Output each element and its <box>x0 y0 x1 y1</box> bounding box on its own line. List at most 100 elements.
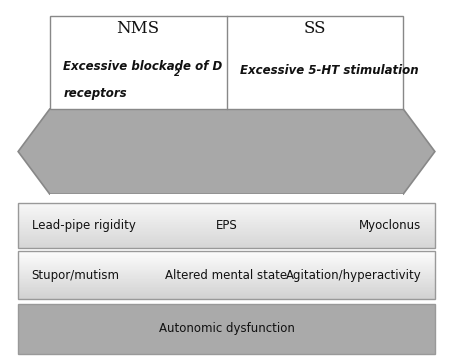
Bar <box>18 277 435 278</box>
Bar <box>18 228 435 229</box>
Bar <box>18 219 435 220</box>
Bar <box>18 291 435 292</box>
Bar <box>18 235 435 236</box>
Bar <box>18 217 435 218</box>
Bar <box>18 278 435 280</box>
Bar <box>18 271 435 272</box>
Text: Autonomic dysfunction: Autonomic dysfunction <box>159 322 294 335</box>
Bar <box>18 212 435 213</box>
Bar <box>18 241 435 242</box>
Bar <box>18 243 435 244</box>
Bar <box>18 268 435 269</box>
Bar <box>18 294 435 295</box>
Bar <box>18 252 435 253</box>
Text: Myoclonus: Myoclonus <box>359 219 421 232</box>
Bar <box>18 276 435 277</box>
Bar <box>18 206 435 207</box>
Bar <box>18 230 435 231</box>
Bar <box>18 298 435 299</box>
Bar <box>18 238 435 239</box>
Bar <box>18 233 435 234</box>
Bar <box>18 209 435 210</box>
Bar <box>18 264 435 265</box>
Text: Excessive 5-HT stimulation: Excessive 5-HT stimulation <box>240 64 419 77</box>
Bar <box>18 211 435 212</box>
Bar <box>18 223 435 224</box>
Bar <box>18 239 435 240</box>
Bar <box>18 292 435 293</box>
Bar <box>18 256 435 257</box>
Bar <box>18 297 435 298</box>
Text: 2: 2 <box>174 69 180 78</box>
Bar <box>18 262 435 263</box>
Polygon shape <box>18 109 435 194</box>
Bar <box>18 215 435 216</box>
Bar <box>18 253 435 254</box>
Bar <box>18 272 435 273</box>
Bar <box>18 266 435 267</box>
Bar <box>18 229 435 230</box>
Bar <box>18 227 435 228</box>
Bar <box>18 213 435 214</box>
Bar <box>18 225 435 226</box>
Bar <box>18 207 435 208</box>
Bar <box>18 281 435 282</box>
Bar <box>18 204 435 205</box>
Bar <box>18 288 435 289</box>
Bar <box>18 247 435 248</box>
Bar <box>18 282 435 284</box>
Bar <box>18 284 435 285</box>
Bar <box>18 280 435 281</box>
Bar <box>18 245 435 246</box>
Bar <box>18 290 435 291</box>
Bar <box>18 257 435 258</box>
Bar <box>18 224 435 225</box>
Bar <box>18 296 435 297</box>
Bar <box>18 222 435 223</box>
Bar <box>18 205 435 206</box>
Bar <box>18 295 435 296</box>
Text: Agitation/hyperactivity: Agitation/hyperactivity <box>285 269 421 282</box>
Bar <box>18 251 435 299</box>
Text: Stupor/mutism: Stupor/mutism <box>32 269 120 282</box>
Text: EPS: EPS <box>216 219 237 232</box>
Bar <box>18 261 435 262</box>
Bar <box>50 16 403 109</box>
Text: Altered mental state: Altered mental state <box>165 269 288 282</box>
Bar <box>18 237 435 238</box>
Bar <box>18 220 435 221</box>
Bar <box>18 242 435 243</box>
Bar <box>18 246 435 247</box>
Bar <box>18 273 435 274</box>
Bar <box>18 304 435 354</box>
Bar <box>18 289 435 290</box>
Bar <box>18 287 435 288</box>
Bar <box>18 210 435 211</box>
Bar <box>18 269 435 270</box>
Text: receptors: receptors <box>63 87 127 100</box>
Bar <box>18 259 435 260</box>
Text: NMS: NMS <box>116 20 160 37</box>
Bar <box>18 240 435 241</box>
Bar <box>18 226 435 227</box>
Bar <box>18 236 435 237</box>
Bar <box>18 260 435 261</box>
Bar <box>18 265 435 266</box>
Bar <box>18 231 435 232</box>
Bar <box>18 203 435 204</box>
Bar <box>18 285 435 286</box>
Text: Lead-pipe rigidity: Lead-pipe rigidity <box>32 219 135 232</box>
Bar <box>18 274 435 275</box>
Bar <box>18 263 435 264</box>
Bar <box>18 251 435 252</box>
Bar <box>18 258 435 259</box>
Bar <box>50 194 403 221</box>
Bar <box>18 255 435 256</box>
Bar <box>18 216 435 217</box>
Bar <box>18 270 435 271</box>
Bar <box>18 286 435 287</box>
Bar <box>18 293 435 294</box>
Text: SS: SS <box>304 20 326 37</box>
Bar <box>18 267 435 268</box>
Bar <box>18 244 435 245</box>
